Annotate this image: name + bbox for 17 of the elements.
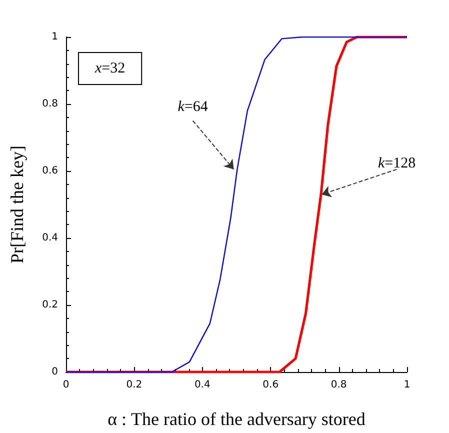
y-tick-label: 0: [52, 366, 58, 378]
x-tick-label: 0.8: [330, 380, 347, 390]
y-tick-label: 0.4: [42, 232, 58, 244]
y-axis-title: Pr[Find the key]: [7, 146, 27, 264]
x-tick-label: 1: [404, 380, 410, 390]
annotation: x=32: [94, 60, 126, 76]
x-tick-label: 0: [62, 380, 70, 390]
x-tick-label: 0.4: [194, 380, 210, 390]
y-tick-label: 0.6: [42, 166, 58, 176]
annotation: k=128: [378, 156, 416, 172]
y-tick-label: 0.2: [42, 300, 58, 310]
y-tick-label: 0.8: [42, 98, 58, 110]
x-tick-label: 0.2: [126, 380, 142, 390]
annotation: k=64: [178, 98, 208, 115]
x-axis-title: α : The ratio of the adversary stored: [108, 409, 366, 429]
y-tick-label: 1: [52, 32, 58, 42]
x-tick-label: 0.6: [262, 380, 279, 390]
